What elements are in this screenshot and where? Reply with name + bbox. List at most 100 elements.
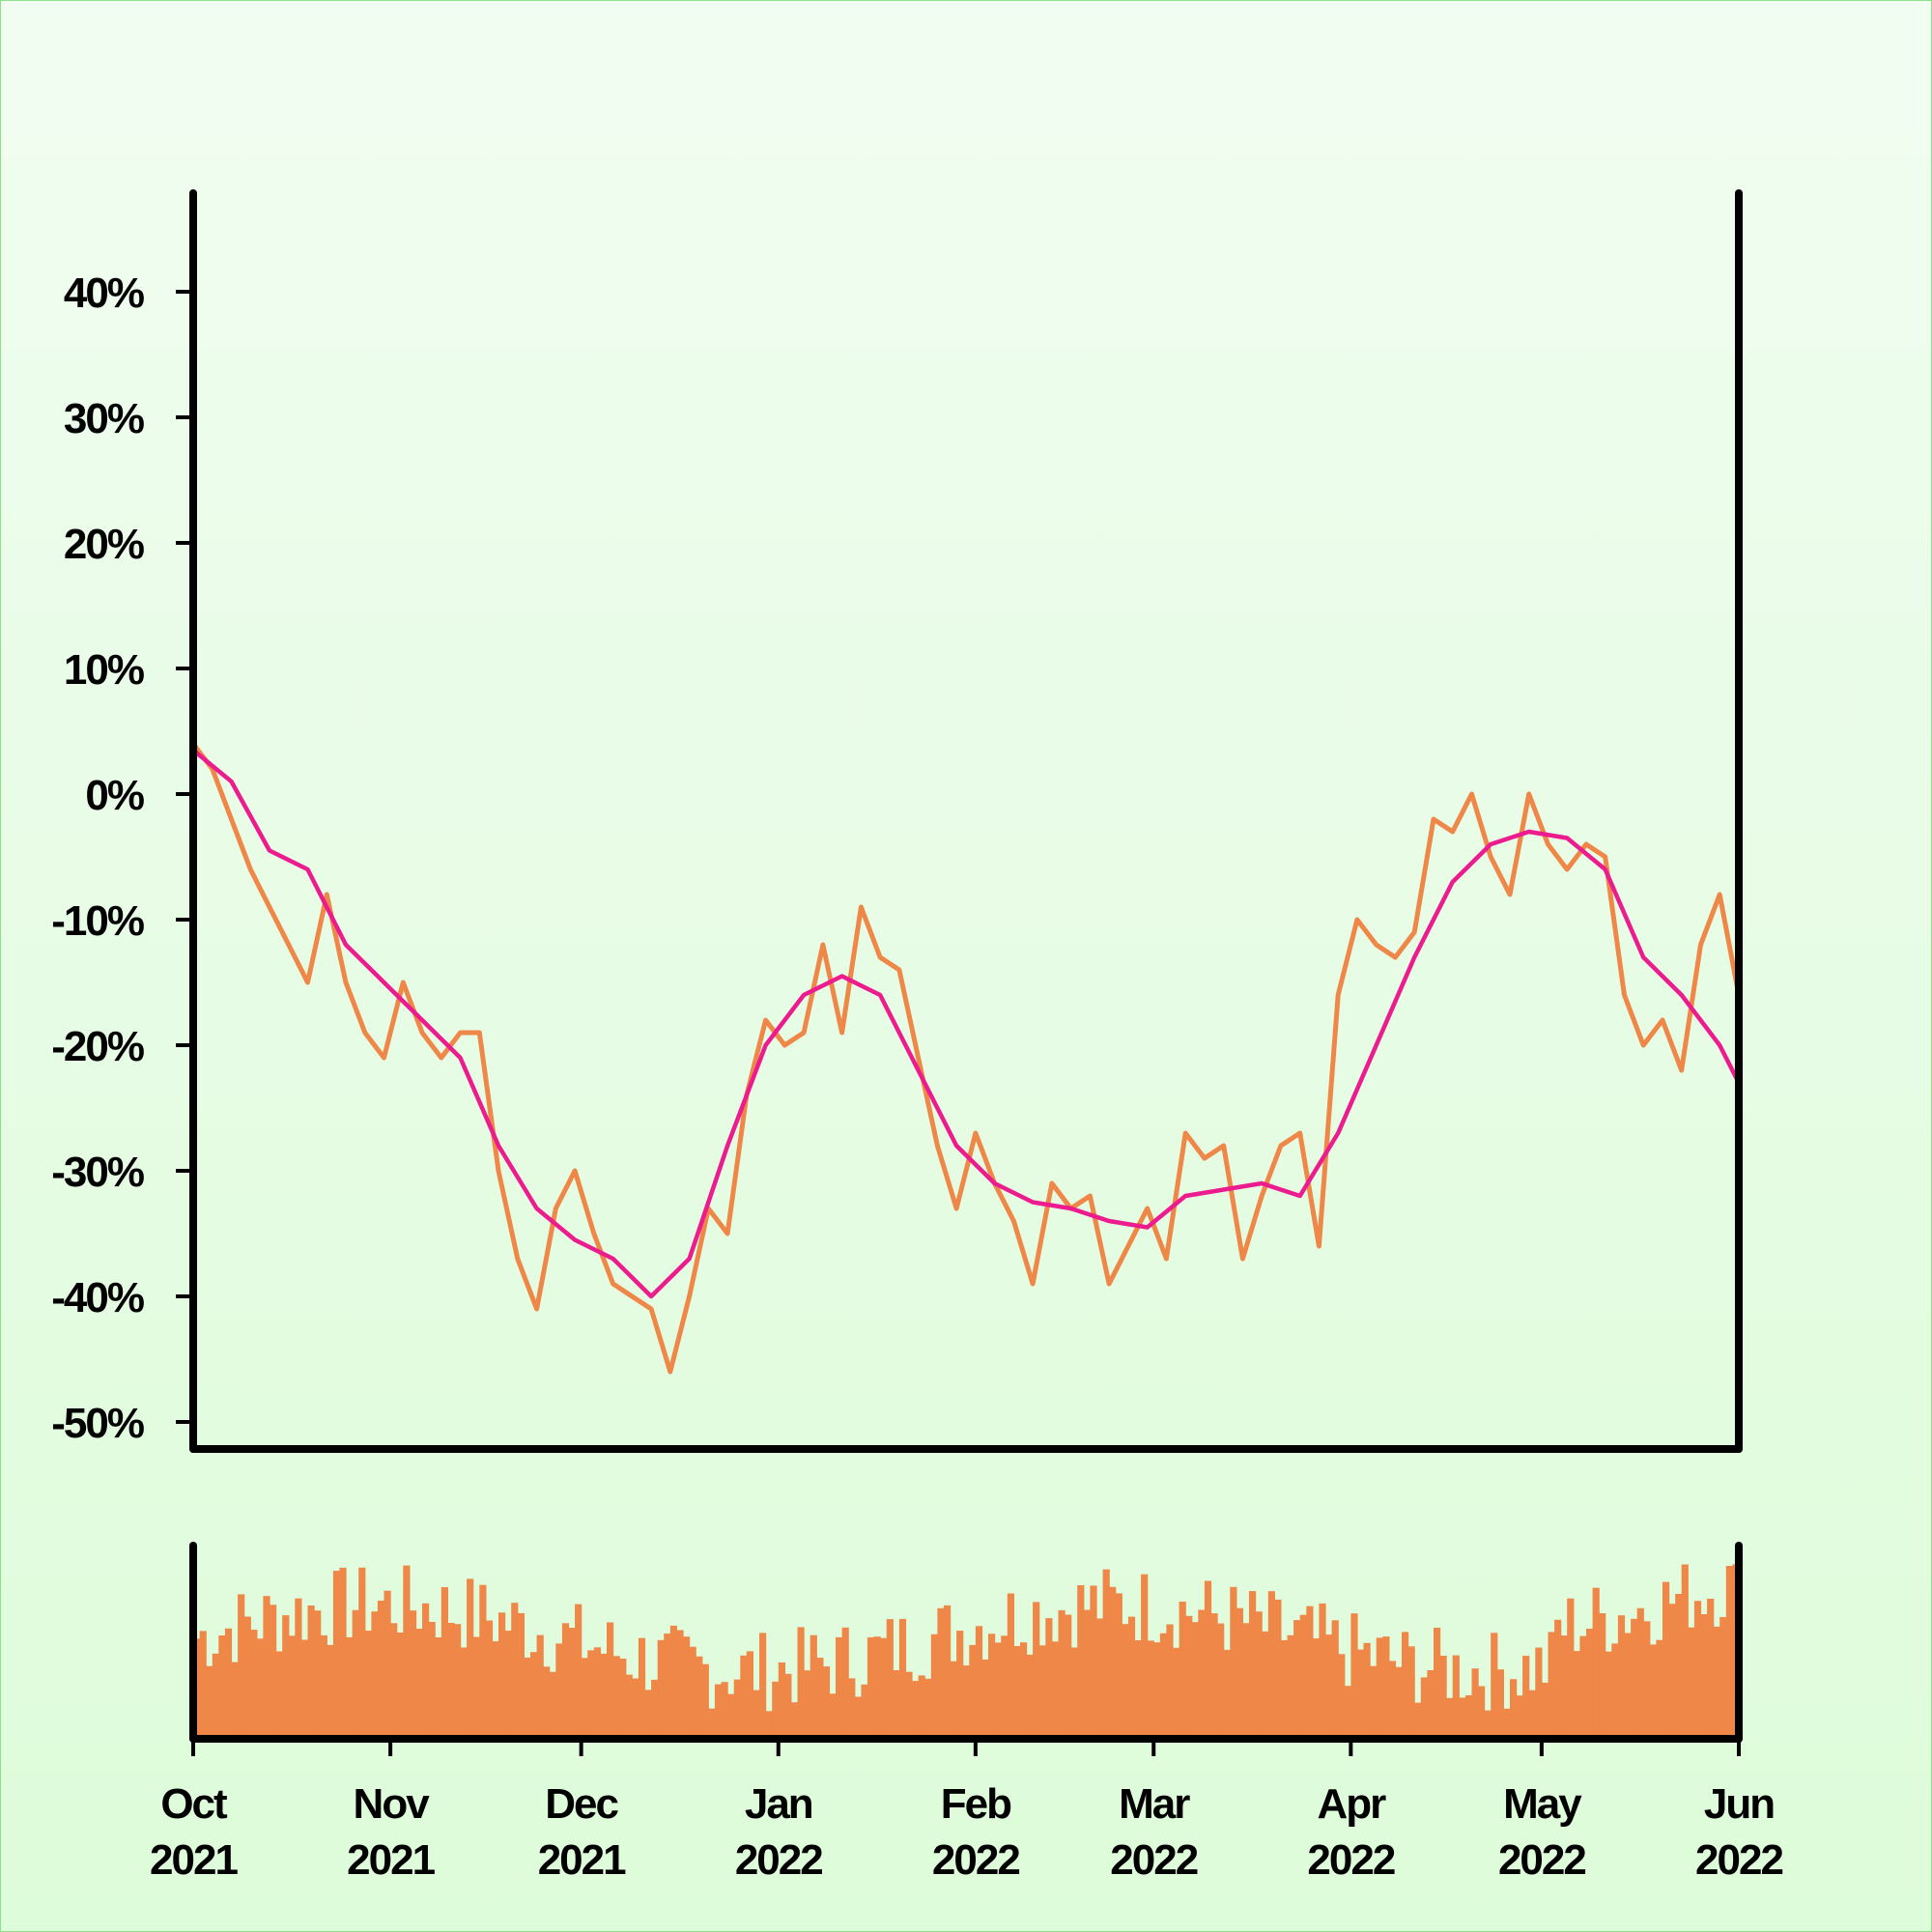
volume-bar — [676, 1630, 684, 1739]
y-tick-label: 10% — [64, 646, 144, 694]
volume-bar — [944, 1605, 952, 1739]
volume-bar — [1134, 1640, 1142, 1739]
volume-bar — [804, 1670, 811, 1739]
volume-bar — [212, 1653, 219, 1739]
x-axis: Oct 2021 Nov 2021 Dec 2021 Jan 2022 Feb 2022 Mar 20… — [150, 1739, 1784, 1884]
volume-bar — [549, 1671, 556, 1739]
volume-bar — [1528, 1690, 1536, 1739]
volume-bar — [1459, 1697, 1466, 1739]
x-tick-label-year: 2022 — [932, 1836, 1019, 1884]
volume-bar — [1382, 1636, 1390, 1739]
volume-bar — [307, 1605, 315, 1739]
volume-bar — [256, 1638, 264, 1739]
volume-bar — [1255, 1611, 1263, 1739]
volume-bar — [1026, 1654, 1034, 1739]
volume-bar — [282, 1615, 290, 1739]
x-tick-label-year: 2022 — [1498, 1836, 1585, 1884]
volume-bar — [1325, 1634, 1333, 1739]
volume-bar — [454, 1624, 462, 1739]
x-tick-label-month: Feb — [941, 1780, 1011, 1828]
volume-bar — [1420, 1677, 1428, 1739]
volume-bar — [625, 1674, 633, 1739]
volume-bar — [1185, 1615, 1193, 1739]
volume-bar — [199, 1631, 207, 1739]
main-panel — [189, 189, 1743, 1453]
volume-bar — [1643, 1621, 1651, 1739]
volume-bar — [1707, 1599, 1715, 1739]
volume-bar — [415, 1629, 423, 1739]
volume-bar — [612, 1656, 620, 1739]
volume-bar — [498, 1612, 506, 1739]
volume-bar — [1439, 1656, 1447, 1739]
volume-bar — [1725, 1566, 1733, 1739]
volume-bar — [721, 1682, 728, 1739]
volume-bar — [733, 1679, 741, 1739]
volume-bar — [1548, 1632, 1555, 1739]
volume-bar — [1115, 1593, 1122, 1739]
volume-bar — [447, 1623, 455, 1739]
volume-bar — [467, 1578, 474, 1739]
volume-bar — [822, 1666, 831, 1739]
volume-bar — [1554, 1619, 1562, 1739]
volume-bar — [1395, 1666, 1403, 1739]
volume-bar — [409, 1610, 417, 1739]
volume-bar — [898, 1618, 907, 1739]
volume-bar — [994, 1642, 1002, 1739]
volume-bar — [644, 1690, 652, 1739]
y-axis: 40% 30% 20% 10% 0% -10% -20% -30% -40% -50% — [51, 270, 193, 1447]
volume-bar — [575, 1604, 582, 1739]
volume-bar — [1713, 1626, 1720, 1739]
volume-bar — [962, 1665, 970, 1739]
volume-bar — [772, 1681, 780, 1739]
y-tick-label: 0% — [85, 772, 143, 819]
volume-bar — [924, 1678, 932, 1739]
volume-bar — [1280, 1639, 1289, 1739]
volume-bar — [657, 1639, 665, 1739]
y-tick-label: 20% — [64, 521, 144, 568]
volume-bar — [1599, 1613, 1606, 1739]
volume-bar — [1267, 1591, 1275, 1739]
volume-bar — [1127, 1616, 1136, 1739]
volume-bar — [1051, 1641, 1060, 1739]
volume-bar — [422, 1603, 430, 1739]
volume-bar — [1262, 1631, 1269, 1739]
volume-bar — [1402, 1632, 1409, 1739]
volume-bar — [930, 1634, 938, 1739]
volume-bar — [1605, 1651, 1612, 1739]
volume-bar — [912, 1681, 920, 1739]
volume-bar — [536, 1634, 544, 1739]
x-tick-label-year: 2021 — [347, 1836, 435, 1884]
volume-bar — [1535, 1647, 1543, 1739]
volume-bar — [1242, 1623, 1250, 1739]
volume-bar — [790, 1702, 799, 1739]
volume-bar — [778, 1662, 785, 1739]
volume-bar — [524, 1657, 531, 1739]
volume-bar — [1070, 1647, 1078, 1739]
volume-bar — [517, 1613, 525, 1739]
volume-bar — [543, 1666, 551, 1739]
volume-bar — [1388, 1661, 1397, 1739]
volume-bar — [270, 1605, 277, 1739]
volume-bar — [250, 1630, 258, 1739]
x-tick-label-month: May — [1503, 1780, 1582, 1828]
volume-bar — [581, 1658, 588, 1739]
volume-bar — [1446, 1697, 1454, 1739]
volume-bar — [765, 1711, 773, 1739]
volume-bar — [1693, 1601, 1702, 1739]
volume-bar — [1013, 1646, 1021, 1739]
volume-bar — [224, 1628, 233, 1739]
volume-bar — [1496, 1669, 1504, 1739]
volume-bar — [1191, 1622, 1199, 1739]
volume-bar — [1592, 1587, 1600, 1739]
y-tick-label: 40% — [64, 270, 144, 317]
volume-bar — [854, 1696, 862, 1739]
volume-bar — [918, 1675, 925, 1739]
volume-bar — [1491, 1633, 1498, 1739]
volume-bar — [1153, 1642, 1161, 1739]
volume-bar — [1166, 1624, 1174, 1739]
volume-bar — [243, 1616, 251, 1739]
volume-bar — [975, 1626, 983, 1739]
volume-bar — [396, 1633, 404, 1739]
series-line-moving-average — [193, 748, 1739, 1299]
volume-bar — [1434, 1628, 1441, 1739]
